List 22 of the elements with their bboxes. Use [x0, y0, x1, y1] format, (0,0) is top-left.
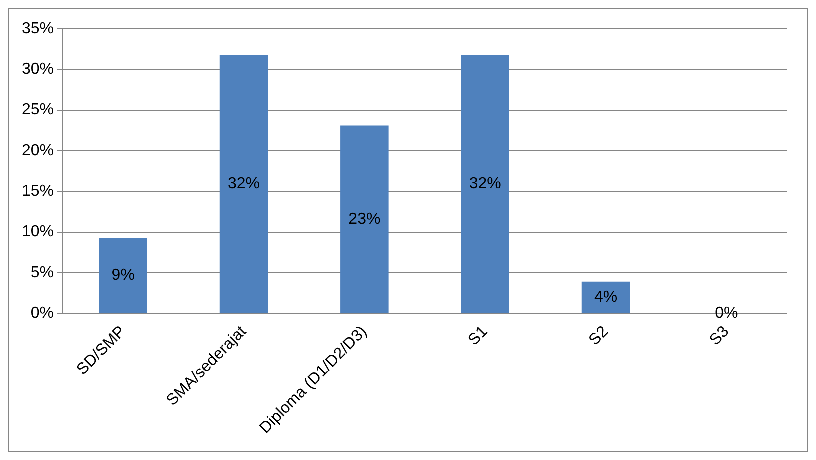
x-tick-label: S2 — [586, 323, 612, 350]
data-label: 9% — [112, 267, 135, 284]
y-tick-label: 35% — [22, 20, 54, 38]
y-tick-label: 30% — [22, 61, 54, 78]
x-tick-label: S3 — [706, 323, 733, 350]
data-label: 23% — [348, 211, 381, 228]
data-label: 32% — [228, 176, 260, 193]
data-label: 4% — [594, 289, 618, 306]
y-tick-label: 0% — [30, 304, 54, 322]
y-tick-label: 5% — [30, 264, 54, 282]
bar — [99, 238, 148, 314]
y-tick-label: 15% — [22, 183, 54, 200]
bar — [340, 126, 389, 314]
y-tick-label: 10% — [22, 224, 54, 241]
y-tick-label: 25% — [22, 102, 54, 119]
bar — [582, 282, 630, 314]
data-label: 32% — [469, 176, 502, 193]
x-tick-label: S1 — [465, 323, 492, 350]
bar — [220, 55, 268, 314]
data-label: 0% — [715, 304, 738, 322]
bar — [461, 55, 510, 314]
y-tick-label: 20% — [22, 142, 54, 160]
